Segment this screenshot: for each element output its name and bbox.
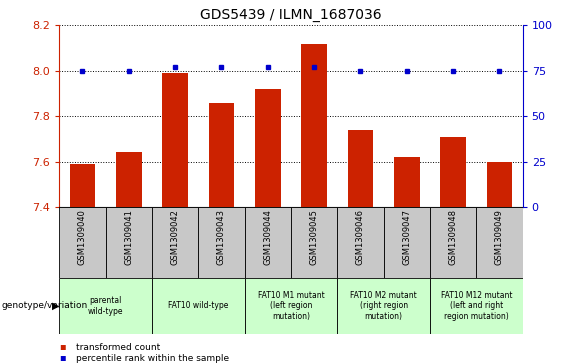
Bar	[476, 207, 523, 278]
Bar	[116, 152, 142, 207]
Text: FAT10 wild-type: FAT10 wild-type	[168, 301, 228, 310]
Text: GSM1309045: GSM1309045	[310, 209, 319, 265]
Bar	[152, 207, 198, 278]
Text: FAT10 M12 mutant
(left and right
region mutation): FAT10 M12 mutant (left and right region …	[441, 291, 512, 321]
Bar	[337, 207, 384, 278]
Bar	[394, 157, 420, 207]
Text: ◾: ◾	[59, 343, 66, 352]
Text: FAT10 M2 mutant
(right region
mutation): FAT10 M2 mutant (right region mutation)	[350, 291, 417, 321]
Bar	[198, 207, 245, 278]
Bar	[301, 44, 327, 207]
Text: transformed count: transformed count	[76, 343, 160, 352]
Bar	[440, 136, 466, 207]
Text: GSM1309044: GSM1309044	[263, 209, 272, 265]
Text: ◾: ◾	[59, 354, 66, 363]
Bar	[152, 278, 245, 334]
Bar	[486, 162, 512, 207]
Text: FAT10 M1 mutant
(left region
mutation): FAT10 M1 mutant (left region mutation)	[258, 291, 324, 321]
Text: GSM1309040: GSM1309040	[78, 209, 87, 265]
Bar	[430, 207, 476, 278]
Text: percentile rank within the sample: percentile rank within the sample	[76, 354, 229, 363]
Text: GSM1309047: GSM1309047	[402, 209, 411, 265]
Bar	[162, 73, 188, 207]
Bar	[106, 207, 152, 278]
Bar	[337, 278, 430, 334]
Text: ▶: ▶	[51, 301, 59, 311]
Bar	[208, 102, 234, 207]
Bar	[347, 130, 373, 207]
Text: genotype/variation: genotype/variation	[1, 301, 88, 310]
Text: GSM1309046: GSM1309046	[356, 209, 365, 265]
Text: GSM1309048: GSM1309048	[449, 209, 458, 265]
Text: GSM1309043: GSM1309043	[217, 209, 226, 265]
Text: GSM1309049: GSM1309049	[495, 209, 504, 265]
Bar	[59, 278, 152, 334]
Text: GSM1309041: GSM1309041	[124, 209, 133, 265]
Bar	[291, 207, 337, 278]
Bar	[245, 207, 291, 278]
Title: GDS5439 / ILMN_1687036: GDS5439 / ILMN_1687036	[200, 8, 382, 22]
Bar	[430, 278, 523, 334]
Bar	[255, 89, 281, 207]
Bar	[59, 207, 106, 278]
Text: parental
wild-type: parental wild-type	[88, 296, 123, 315]
Bar	[69, 164, 95, 207]
Bar	[384, 207, 430, 278]
Text: GSM1309042: GSM1309042	[171, 209, 180, 265]
Bar	[245, 278, 337, 334]
